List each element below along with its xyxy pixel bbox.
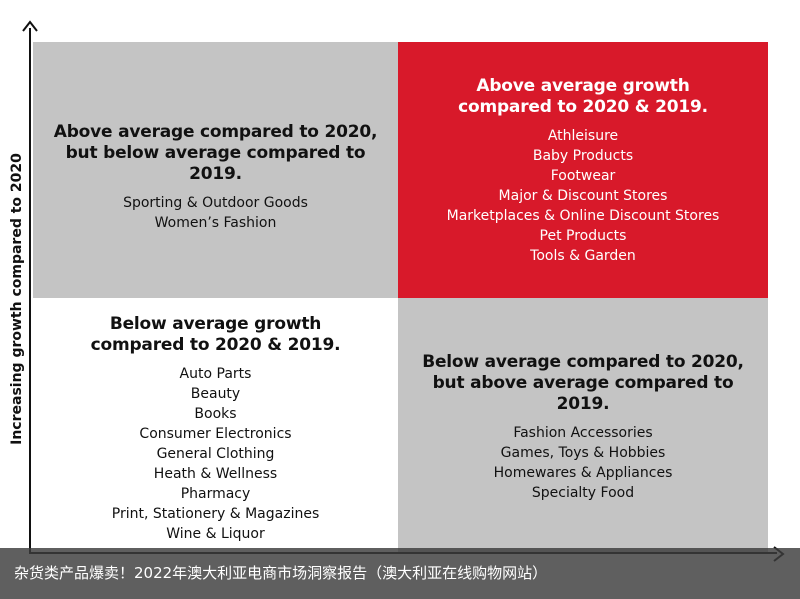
category-item: Pharmacy — [180, 486, 251, 502]
heading-line: but below average compared to 2019. — [65, 143, 366, 184]
quadrant-bottom-right: Below average compared to 2020, but abov… — [398, 298, 768, 552]
category-list: Fashion Accessories Games, Toys & Hobbie… — [494, 423, 673, 503]
category-item: Marketplaces & Online Discount Stores — [446, 208, 720, 224]
heading-line: Above average growth — [476, 76, 690, 96]
quadrant-top-left: Above average compared to 2020, but belo… — [33, 42, 398, 298]
category-item: Fashion Accessories — [513, 425, 653, 441]
quadrant-heading: Below average compared to 2020, but abov… — [406, 352, 760, 415]
category-item: Auto Parts — [179, 366, 252, 382]
category-item: Homewares & Appliances — [493, 465, 673, 481]
heading-line: Above average compared to 2020, — [53, 122, 378, 142]
category-item: Games, Toys & Hobbies — [500, 445, 666, 461]
arrow-up-icon — [22, 20, 38, 32]
y-axis-line — [29, 28, 31, 554]
category-item: General Clothing — [156, 446, 275, 462]
category-item: Pet Products — [539, 228, 627, 244]
category-item: Beauty — [190, 386, 241, 402]
category-item: Women’s Fashion — [154, 215, 277, 231]
heading-line: Below average compared to 2020, — [422, 352, 744, 372]
y-axis-label: Increasing growth compared to 2020 — [9, 153, 25, 445]
quadrant-bottom-left: Below average growth compared to 2020 & … — [33, 298, 398, 552]
category-item: Baby Products — [532, 148, 634, 164]
heading-line: compared to 2020 & 2019. — [90, 335, 341, 355]
category-item: Athleisure — [547, 128, 619, 144]
category-list: Sporting & Outdoor Goods Women’s Fashion — [123, 193, 308, 233]
category-item: Print, Stationery & Magazines — [111, 506, 320, 522]
heading-line: Below average growth — [109, 314, 322, 334]
category-item: Footwear — [550, 168, 616, 184]
quadrant-top-right: Above average growth compared to 2020 & … — [398, 42, 768, 298]
category-item: Heath & Wellness — [153, 466, 278, 482]
quadrant-heading: Below average growth compared to 2020 & … — [91, 314, 341, 356]
category-list: Athleisure Baby Products Footwear Major … — [447, 126, 720, 266]
quadrant-heading: Above average compared to 2020, but belo… — [41, 122, 390, 185]
quadrant-heading: Above average growth compared to 2020 & … — [458, 76, 708, 118]
category-item: Wine & Liquor — [166, 526, 265, 542]
category-item: Tools & Garden — [530, 248, 636, 264]
category-item: Books — [194, 406, 237, 422]
caption-banner: 杂货类产品爆卖！2022年澳大利亚电商市场洞察报告（澳大利亚在线购物网站） — [0, 548, 800, 599]
category-item: Specialty Food — [531, 485, 635, 501]
category-item: Major & Discount Stores — [498, 188, 668, 204]
category-list: Auto Parts Beauty Books Consumer Electro… — [112, 364, 320, 544]
category-item: Consumer Electronics — [139, 426, 292, 442]
category-item: Sporting & Outdoor Goods — [123, 195, 308, 211]
heading-line: but above average compared to 2019. — [432, 373, 734, 414]
heading-line: compared to 2020 & 2019. — [458, 97, 708, 117]
